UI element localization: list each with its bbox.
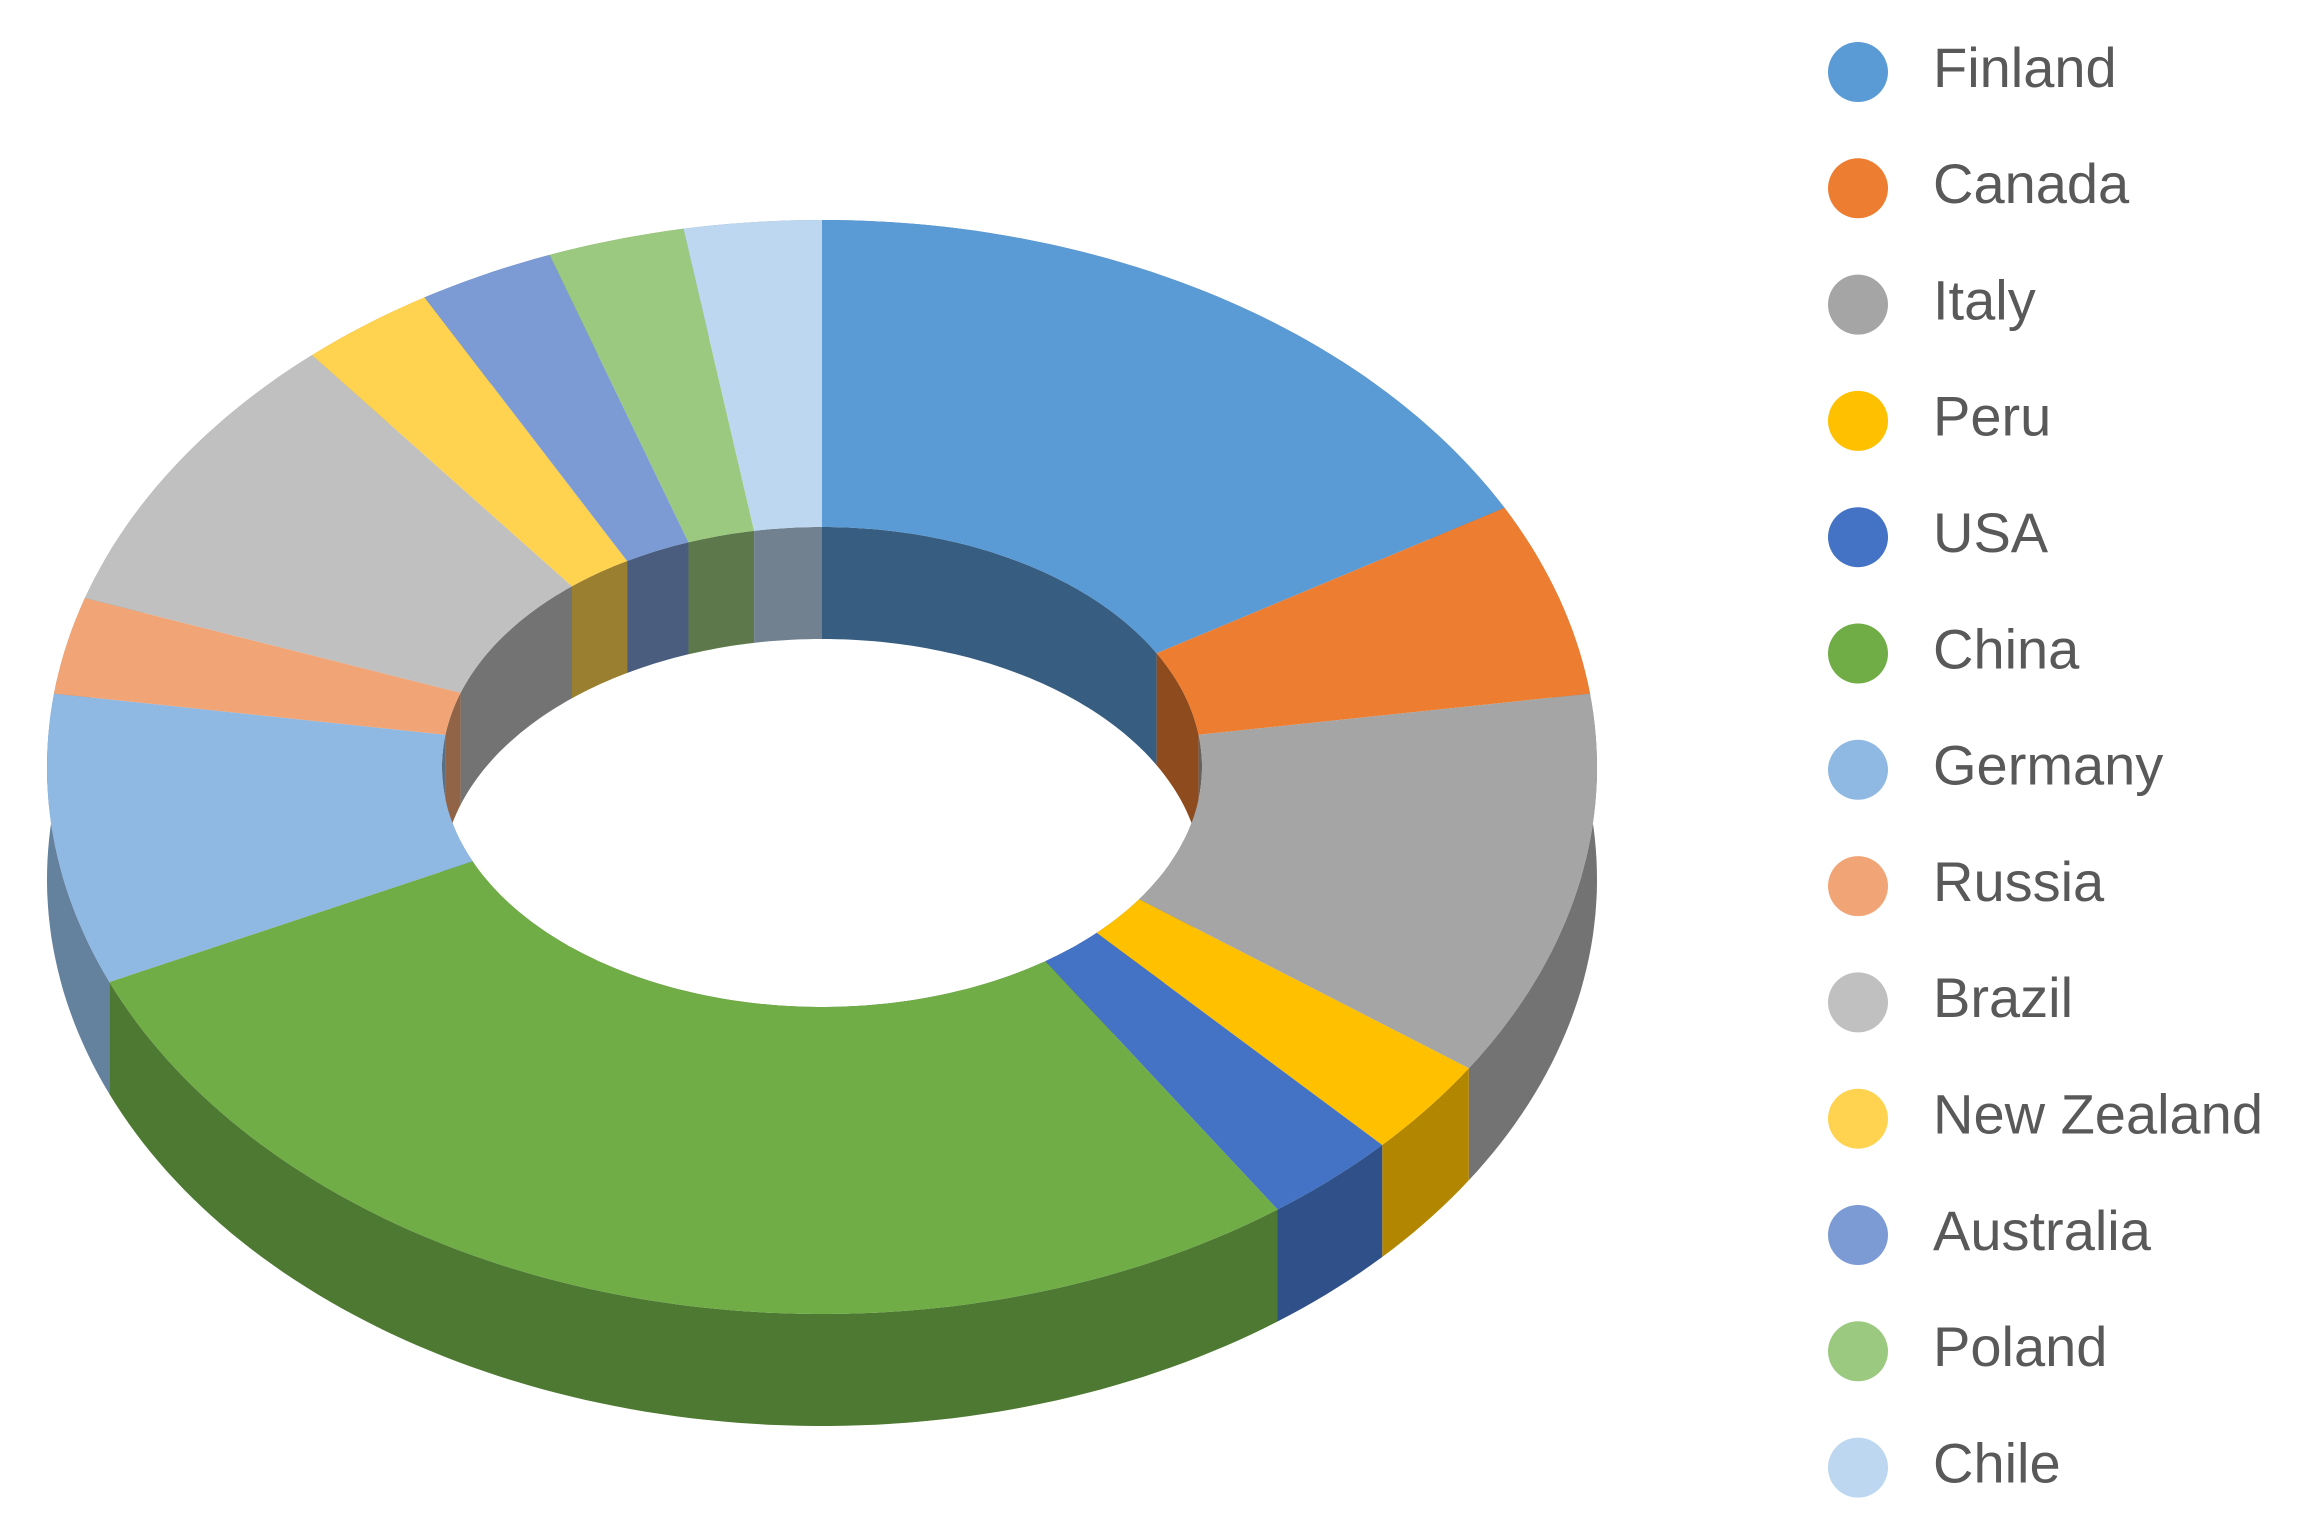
legend-label: Brazil — [1933, 966, 2073, 1029]
slice-inner-wall — [572, 561, 628, 699]
legend-marker — [1828, 42, 1888, 102]
slice — [54, 598, 461, 735]
slice-inner-wall — [445, 692, 461, 847]
slice — [1045, 932, 1383, 1210]
legend-label: Germany — [1933, 734, 2163, 797]
slice — [822, 220, 1505, 654]
legend-label: Poland — [1933, 1315, 2107, 1378]
legend-label: New Zealand — [1933, 1082, 2263, 1145]
slice-inner-wall — [627, 542, 689, 673]
legend-label: USA — [1933, 501, 2049, 564]
legend-marker — [1828, 856, 1888, 917]
legend-marker — [1828, 390, 1888, 451]
slice-outer-wall — [47, 693, 110, 1094]
legend-marker — [1828, 1437, 1888, 1498]
slice — [84, 355, 573, 693]
legend-marker — [1828, 158, 1888, 219]
legend-label: Russia — [1933, 850, 2105, 913]
slice — [47, 693, 473, 982]
slice-outer-wall — [109, 982, 1278, 1426]
slice-outer-wall — [1382, 1068, 1469, 1257]
legend-label: Canada — [1933, 152, 2130, 215]
slice-inner-wall — [822, 527, 1157, 766]
slice — [683, 220, 822, 531]
slice — [424, 254, 689, 561]
legend-marker — [1828, 1321, 1888, 1382]
legend-marker — [1828, 507, 1888, 568]
legend-label: Finland — [1933, 36, 2117, 99]
slice — [1156, 507, 1590, 735]
slice — [109, 861, 1278, 1314]
legend-label: Peru — [1933, 385, 2051, 448]
legend-marker — [1828, 1088, 1888, 1149]
legend-marker — [1828, 739, 1888, 800]
slice-inner-wall — [688, 530, 755, 655]
slice-inner-wall — [1156, 653, 1199, 847]
legend-marker — [1828, 274, 1888, 335]
legend-label: China — [1933, 617, 2080, 680]
legend-label: Italy — [1933, 268, 2036, 331]
slice — [549, 228, 755, 543]
legend-marker — [1828, 1205, 1888, 1265]
legend-marker — [1828, 623, 1888, 684]
slice-outer-wall — [1277, 1145, 1383, 1322]
slice-inner-wall — [460, 586, 572, 805]
slice-outer-wall — [1468, 693, 1597, 1181]
slice-inner-wall — [754, 527, 822, 643]
slice — [312, 297, 628, 587]
slice — [1139, 693, 1597, 1069]
legend-label: Chile — [1933, 1431, 2061, 1494]
legend-marker — [1828, 972, 1888, 1033]
legend-label: Australia — [1933, 1199, 2152, 1262]
slice — [1096, 899, 1469, 1145]
